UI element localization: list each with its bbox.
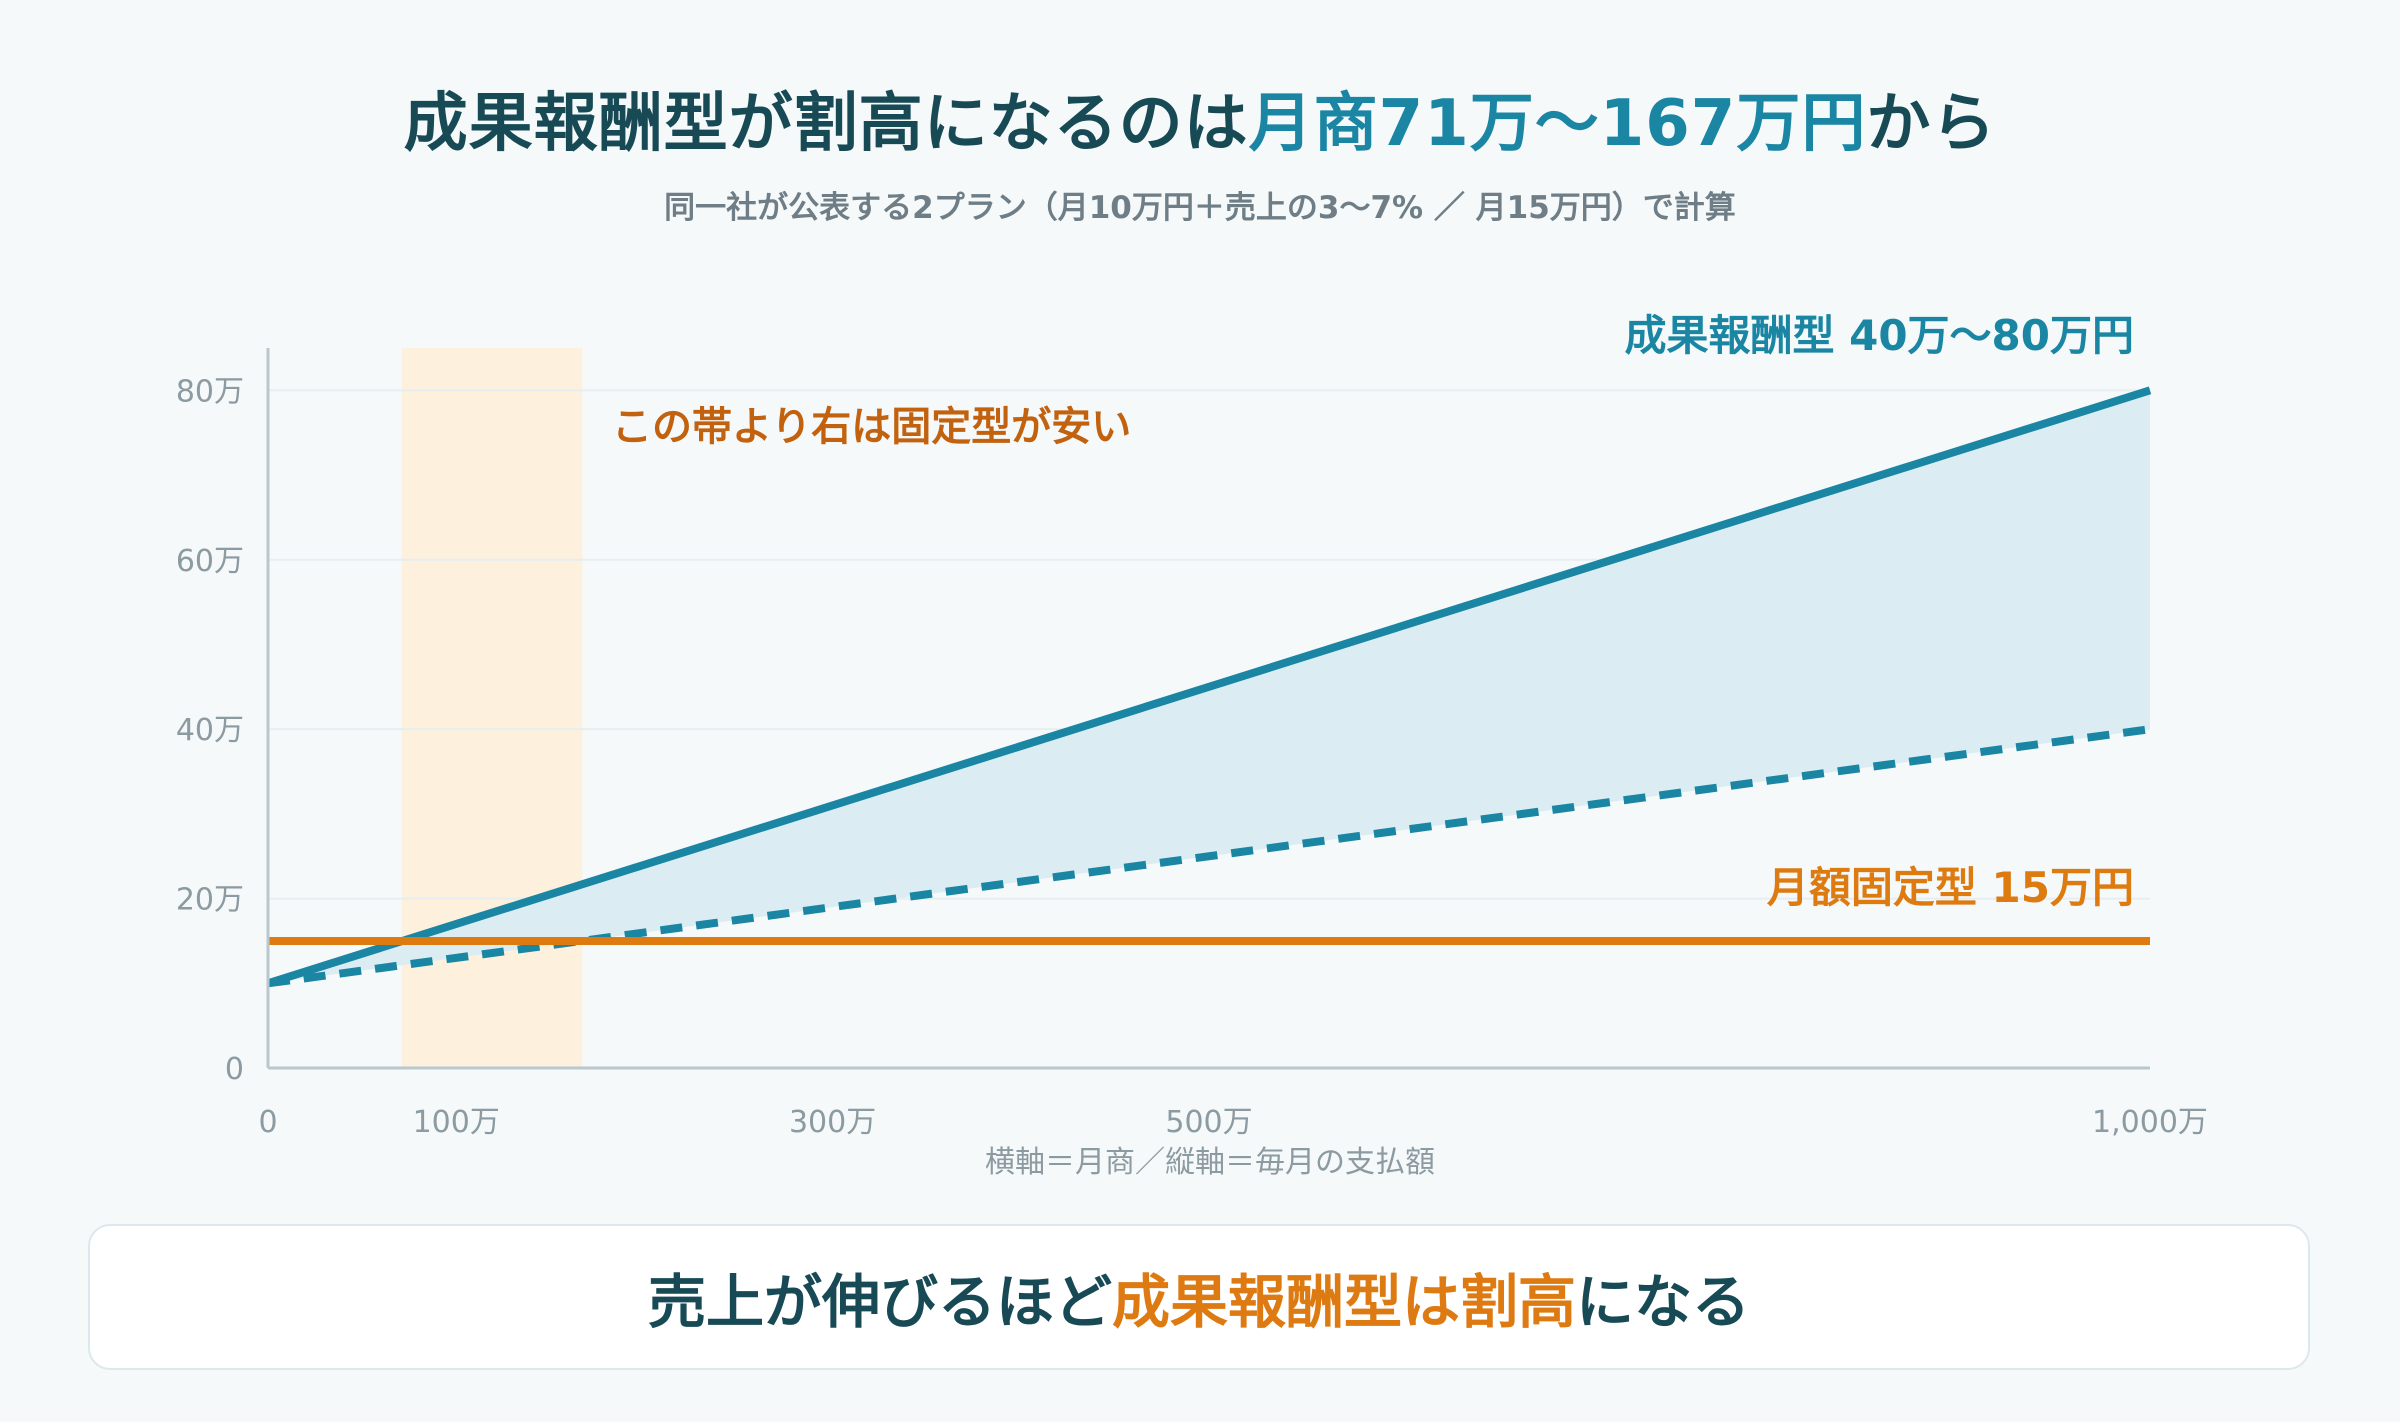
x-tick-label: 0	[258, 1105, 277, 1140]
performance-min-line	[267, 725, 2151, 988]
performance-series-label: 成果報酬型 40万〜80万円	[1624, 311, 2134, 360]
summary-text: 売上が伸びるほど成果報酬型は割高になる	[648, 1255, 1750, 1339]
summary-callout: 売上が伸びるほど成果報酬型は割高になる	[88, 1224, 2310, 1370]
x-tick-label: 300万	[789, 1105, 876, 1140]
x-tick-label: 100万	[413, 1105, 500, 1140]
y-tick-label: 40万	[176, 713, 244, 748]
summary-part1: 売上が伸びるほど	[647, 1268, 1112, 1336]
title-part2: から	[1866, 87, 1997, 161]
fixed-series-label: 月額固定型 15万円	[1767, 863, 2134, 912]
y-tick-label: 20万	[176, 883, 244, 918]
page-title: 成果報酬型が割高になるのは月商71万〜167万円から	[0, 72, 2400, 164]
x-tick-label: 1,000万	[2092, 1105, 2208, 1140]
title-part1: 成果報酬型が割高になるのは	[403, 87, 1249, 161]
cost-comparison-chart: 0 20万 40万 60万 80万 0 100万 300万 500万 1,000万 横軸＝月商／縦…	[176, 311, 2208, 1180]
y-tick-label: 80万	[176, 374, 244, 409]
axis-note: 横軸＝月商／縦軸＝毎月の支払額	[985, 1145, 1435, 1180]
x-tick-label: 500万	[1165, 1105, 1252, 1140]
summary-accent: 成果報酬型は割高	[1111, 1268, 1576, 1336]
y-tick-label: 0	[225, 1052, 244, 1087]
title-highlight: 月商71万〜167万円	[1248, 87, 1867, 161]
band-label: この帯より右は固定型が安い	[612, 404, 1131, 450]
page-subtitle: 同一社が公表する2プラン（月10万円＋売上の3〜7% ／ 月15万円）で計算	[664, 190, 1736, 226]
summary-part2: になる	[1576, 1268, 1751, 1336]
y-tick-label: 60万	[176, 544, 244, 579]
performance-max-line	[266, 386, 2152, 988]
